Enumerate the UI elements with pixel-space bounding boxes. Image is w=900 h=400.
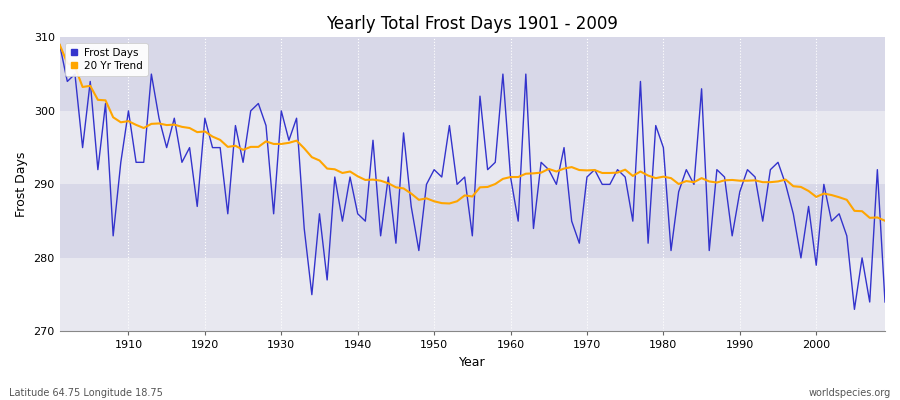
20 Yr Trend — [115, 120, 126, 125]
20 Yr Trend — [329, 167, 340, 172]
X-axis label: Year: Year — [459, 356, 486, 369]
20 Yr Trend — [597, 170, 608, 175]
Y-axis label: Frost Days: Frost Days — [15, 152, 28, 217]
Bar — [59, 184, 885, 258]
20 Yr Trend — [879, 218, 890, 223]
Bar — [59, 37, 885, 111]
Frost Days — [849, 307, 859, 312]
Title: Yearly Total Frost Days 1901 - 2009: Yearly Total Frost Days 1901 - 2009 — [327, 15, 618, 33]
Frost Days — [284, 138, 294, 143]
Line: Frost Days: Frost Days — [59, 45, 885, 309]
20 Yr Trend — [54, 42, 65, 47]
Frost Days — [597, 182, 608, 187]
Legend: Frost Days, 20 Yr Trend: Frost Days, 20 Yr Trend — [65, 42, 148, 76]
Line: 20 Yr Trend: 20 Yr Trend — [59, 45, 885, 221]
Bar — [59, 258, 885, 332]
Text: worldspecies.org: worldspecies.org — [809, 388, 891, 398]
Bar — [59, 111, 885, 184]
Frost Days — [879, 300, 890, 304]
Frost Days — [115, 160, 126, 165]
20 Yr Trend — [505, 175, 516, 180]
Frost Days — [505, 175, 516, 180]
Frost Days — [498, 72, 508, 76]
Text: Latitude 64.75 Longitude 18.75: Latitude 64.75 Longitude 18.75 — [9, 388, 163, 398]
Frost Days — [329, 175, 340, 180]
20 Yr Trend — [284, 140, 294, 145]
Frost Days — [54, 42, 65, 47]
20 Yr Trend — [498, 176, 508, 181]
